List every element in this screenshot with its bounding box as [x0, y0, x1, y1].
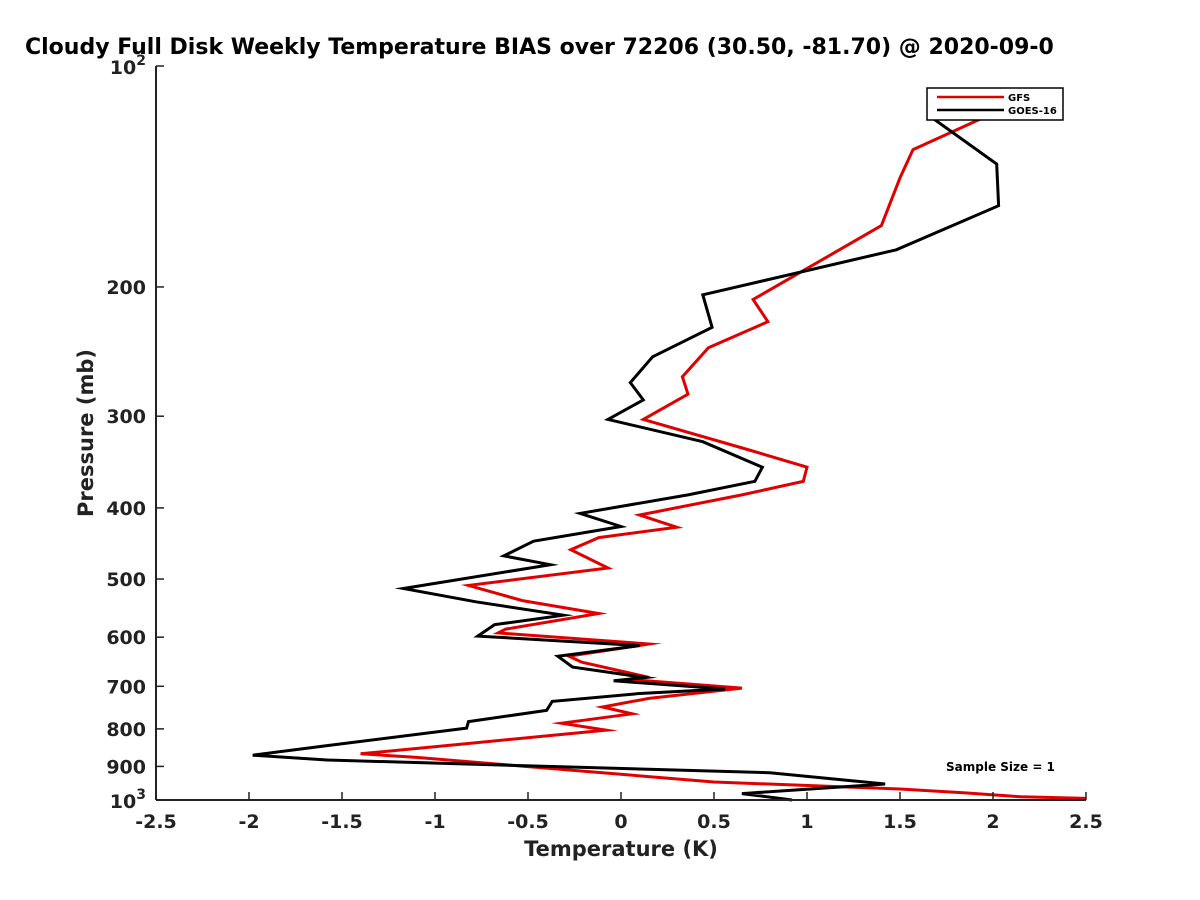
y-tick-label: 400 — [106, 498, 146, 520]
x-tick-label: 1 — [800, 811, 813, 833]
x-tick-label: 2.5 — [1069, 811, 1103, 833]
y-tick-label: 800 — [106, 719, 146, 741]
x-tick-label: 0.5 — [697, 811, 731, 833]
x-tick-label: 1.5 — [883, 811, 917, 833]
y-tick-label: 600 — [106, 627, 146, 649]
chart-title: Cloudy Full Disk Weekly Temperature BIAS… — [25, 35, 1054, 60]
legend-label-goes16: GOES-16 — [1008, 106, 1057, 117]
y-tick-label: 200 — [106, 277, 146, 299]
x-tick-label: -1 — [424, 811, 445, 833]
series-line-gfs — [360, 111, 1087, 800]
series-layer — [252, 111, 1087, 802]
legend-box — [926, 87, 1064, 121]
y-tick-label: 500 — [106, 569, 146, 591]
y-tick-label: 103 — [110, 787, 146, 813]
x-ticks: -2.5 -2 -1.5 -1 -0.5 0 0.5 1 1.5 2 2.5 — [135, 792, 1103, 833]
x-tick-label: -2 — [238, 811, 259, 833]
x-tick-label: 0 — [614, 811, 627, 833]
legend: GFS GOES-16 — [926, 87, 1064, 121]
series-line-goes-16 — [252, 117, 1001, 802]
legend-label-gfs: GFS — [1008, 93, 1030, 104]
y-tick-label: 900 — [106, 756, 146, 778]
x-tick-label: -1.5 — [321, 811, 363, 833]
x-tick-label: 2 — [986, 811, 999, 833]
sample-size-annotation: Sample Size = 1 — [946, 760, 1055, 774]
y-tick-label: 700 — [106, 676, 146, 698]
y-tick-label: 102 — [110, 53, 146, 79]
x-axis-title: Temperature (K) — [524, 837, 718, 861]
x-tick-label: -0.5 — [507, 811, 549, 833]
y-axis-title: Pressure (mb) — [74, 349, 98, 517]
y-tick-label: 300 — [106, 406, 146, 428]
plot-area: -2.5 -2 -1.5 -1 -0.5 0 0.5 1 1.5 2 2.5 102 200 300 40… — [106, 53, 1103, 833]
y-ticks: 102 200 300 400 500 600 700 800 900 103 — [106, 53, 164, 813]
x-tick-label: -2.5 — [135, 811, 177, 833]
